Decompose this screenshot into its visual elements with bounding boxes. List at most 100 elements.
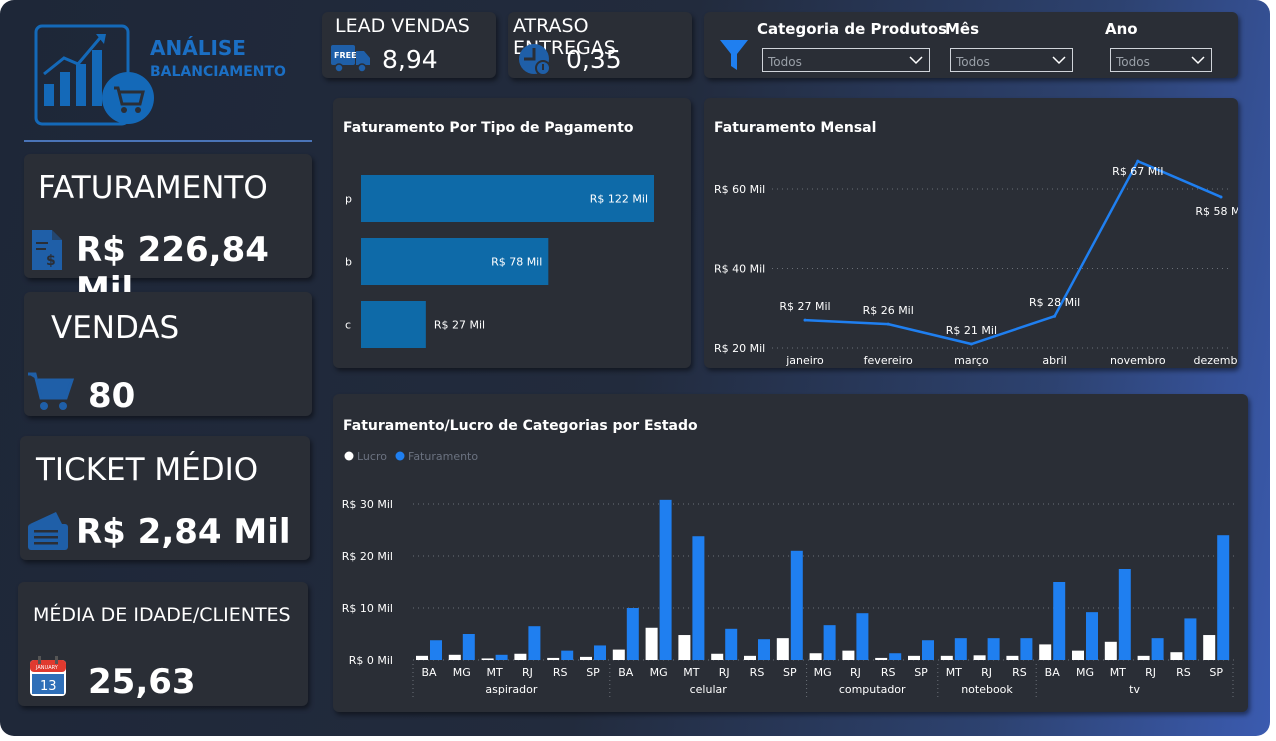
faturamento-bar bbox=[692, 536, 705, 660]
cart-icon bbox=[28, 372, 74, 410]
data-label: R$ 26 Mil bbox=[863, 304, 914, 317]
lucro-bar bbox=[1072, 650, 1084, 660]
legend-faturamento-marker bbox=[395, 451, 405, 461]
data-label: R$ 67 Mil bbox=[1112, 165, 1163, 178]
category-tick-label: computador bbox=[839, 683, 906, 696]
ano-filter-select[interactable]: Todos bbox=[1110, 48, 1212, 72]
filters-panel: Categoria de Produtos Todos Mês Todos An… bbox=[704, 12, 1238, 78]
media-idade-label: MÉDIA DE IDADE/CLIENTES bbox=[33, 604, 291, 626]
lucro-bar bbox=[678, 635, 691, 660]
x-tick-label: fevereiro bbox=[864, 354, 913, 367]
payment-category-label: p bbox=[345, 193, 352, 206]
faturamento-bar bbox=[725, 628, 738, 660]
state-tick-label: MT bbox=[946, 666, 962, 679]
ano-filter-value: Todos bbox=[1116, 55, 1150, 69]
category-tick-label: tv bbox=[1129, 683, 1140, 696]
lucro-bar bbox=[744, 655, 756, 660]
ticket-medio-label: TICKET MÉDIO bbox=[36, 452, 259, 488]
lucro-bar bbox=[580, 656, 592, 660]
y-tick-label: R$ 30 Mil bbox=[342, 498, 393, 511]
lucro-bar bbox=[1203, 635, 1216, 660]
lucro-bar bbox=[711, 653, 724, 660]
state-tick-label: SP bbox=[914, 666, 928, 679]
payment-chart-title: Faturamento Por Tipo de Pagamento bbox=[343, 120, 634, 136]
mes-filter-value: Todos bbox=[956, 55, 990, 69]
faturamento-card: FATURAMENTO $ R$ 226,84 Mil bbox=[24, 154, 312, 310]
state-tick-label: RJ bbox=[719, 666, 730, 679]
state-tick-label: MT bbox=[486, 666, 502, 679]
lucro-bar bbox=[1006, 655, 1019, 660]
faturamento-bar bbox=[528, 626, 541, 660]
x-tick-label: janeiro bbox=[785, 354, 824, 367]
payment-chart-card: Faturamento Por Tipo de Pagamento p R$ 12… bbox=[333, 98, 691, 368]
state-tick-label: RS bbox=[553, 666, 568, 679]
lucro-bar bbox=[875, 657, 888, 660]
faturamento-bar bbox=[856, 613, 869, 660]
lucro-bar bbox=[547, 657, 560, 660]
faturamento-bar bbox=[758, 639, 770, 660]
faturamento-bar bbox=[1053, 582, 1066, 660]
payment-data-label: R$ 122 Mil bbox=[590, 193, 648, 206]
faturamento-bar bbox=[1184, 618, 1197, 660]
lucro-bar bbox=[1137, 655, 1150, 660]
x-tick-label: abril bbox=[1042, 354, 1066, 367]
calendar-month: JANUARY bbox=[35, 665, 59, 671]
y-tick-label: R$ 20 Mil bbox=[714, 342, 765, 355]
lucro-bar bbox=[1039, 644, 1052, 660]
faturamento-bar bbox=[1217, 535, 1230, 660]
payment-bar bbox=[361, 238, 549, 285]
mes-filter-select[interactable]: Todos bbox=[950, 48, 1073, 72]
faturamento-bar bbox=[790, 550, 803, 660]
lucro-bar bbox=[1104, 641, 1117, 660]
legend-lucro-label: Lucro bbox=[357, 450, 387, 463]
lucro-bar bbox=[973, 655, 986, 660]
faturamento-bar bbox=[922, 640, 934, 660]
mes-filter-label: Mês bbox=[945, 20, 980, 38]
data-label: R$ 28 Mil bbox=[1029, 296, 1080, 309]
state-tick-label: RS bbox=[1012, 666, 1027, 679]
data-label: R$ 21 Mil bbox=[946, 324, 997, 337]
ticket-medio-card: TICKET MÉDIO R$ 2,84 Mil bbox=[20, 436, 310, 560]
monthly-line-chart: R$ 20 Mil R$ 40 Mil R$ 60 Mil janeiro R$ 27 … bbox=[714, 159, 1238, 367]
state-tick-label: RJ bbox=[1145, 666, 1156, 679]
faturamento-bar bbox=[626, 608, 639, 660]
categoria-filter-select[interactable]: Todos bbox=[762, 48, 930, 72]
svg-text:$: $ bbox=[46, 253, 56, 269]
payment-data-label: R$ 78 Mil bbox=[491, 256, 542, 269]
lucro-bar bbox=[908, 655, 920, 660]
category-tick-label: notebook bbox=[961, 683, 1013, 696]
state-tick-label: MG bbox=[650, 666, 668, 679]
state-tick-label: MG bbox=[1076, 666, 1094, 679]
logo-title: ANÁLISE bbox=[150, 36, 246, 60]
state-chart-title: Faturamento/Lucro de Categorias por Esta… bbox=[343, 418, 698, 434]
x-tick-label: novembro bbox=[1110, 354, 1166, 367]
vendas-label: VENDAS bbox=[51, 310, 180, 346]
payment-bar-chart: p R$ 122 Mil b R$ 78 Mil c R$ 27 Mil bbox=[345, 175, 654, 348]
chevron-down-icon bbox=[1052, 56, 1066, 65]
logo: ANÁLISE BALANCIAMENTO bbox=[34, 24, 314, 128]
faturamento-bar bbox=[954, 638, 967, 660]
category-tick-label: celular bbox=[690, 683, 728, 696]
categoria-filter-label: Categoria de Produtos bbox=[757, 20, 948, 38]
faturamento-bar bbox=[823, 625, 836, 660]
lead-vendas-card: LEAD VENDAS FREE 8,94 bbox=[322, 12, 496, 78]
clock-icon bbox=[519, 44, 551, 76]
data-point bbox=[1219, 195, 1223, 199]
lucro-bar bbox=[481, 658, 494, 660]
lucro-bar bbox=[809, 653, 822, 660]
faturamento-bar bbox=[1151, 638, 1164, 660]
faturamento-bar bbox=[1020, 638, 1033, 660]
state-tick-label: RS bbox=[750, 666, 765, 679]
state-tick-label: MT bbox=[1110, 666, 1126, 679]
data-point bbox=[1053, 314, 1057, 318]
lucro-bar bbox=[612, 649, 625, 660]
analytics-cart-icon bbox=[34, 24, 154, 126]
state-chart-card: Faturamento/Lucro de Categorias por Esta… bbox=[333, 394, 1248, 712]
state-tick-label: RJ bbox=[522, 666, 533, 679]
state-tick-label: MG bbox=[814, 666, 832, 679]
payment-bar bbox=[361, 301, 426, 348]
payment-category-label: c bbox=[345, 319, 351, 332]
faturamento-bar bbox=[1118, 569, 1131, 660]
faturamento-bar bbox=[561, 650, 574, 660]
